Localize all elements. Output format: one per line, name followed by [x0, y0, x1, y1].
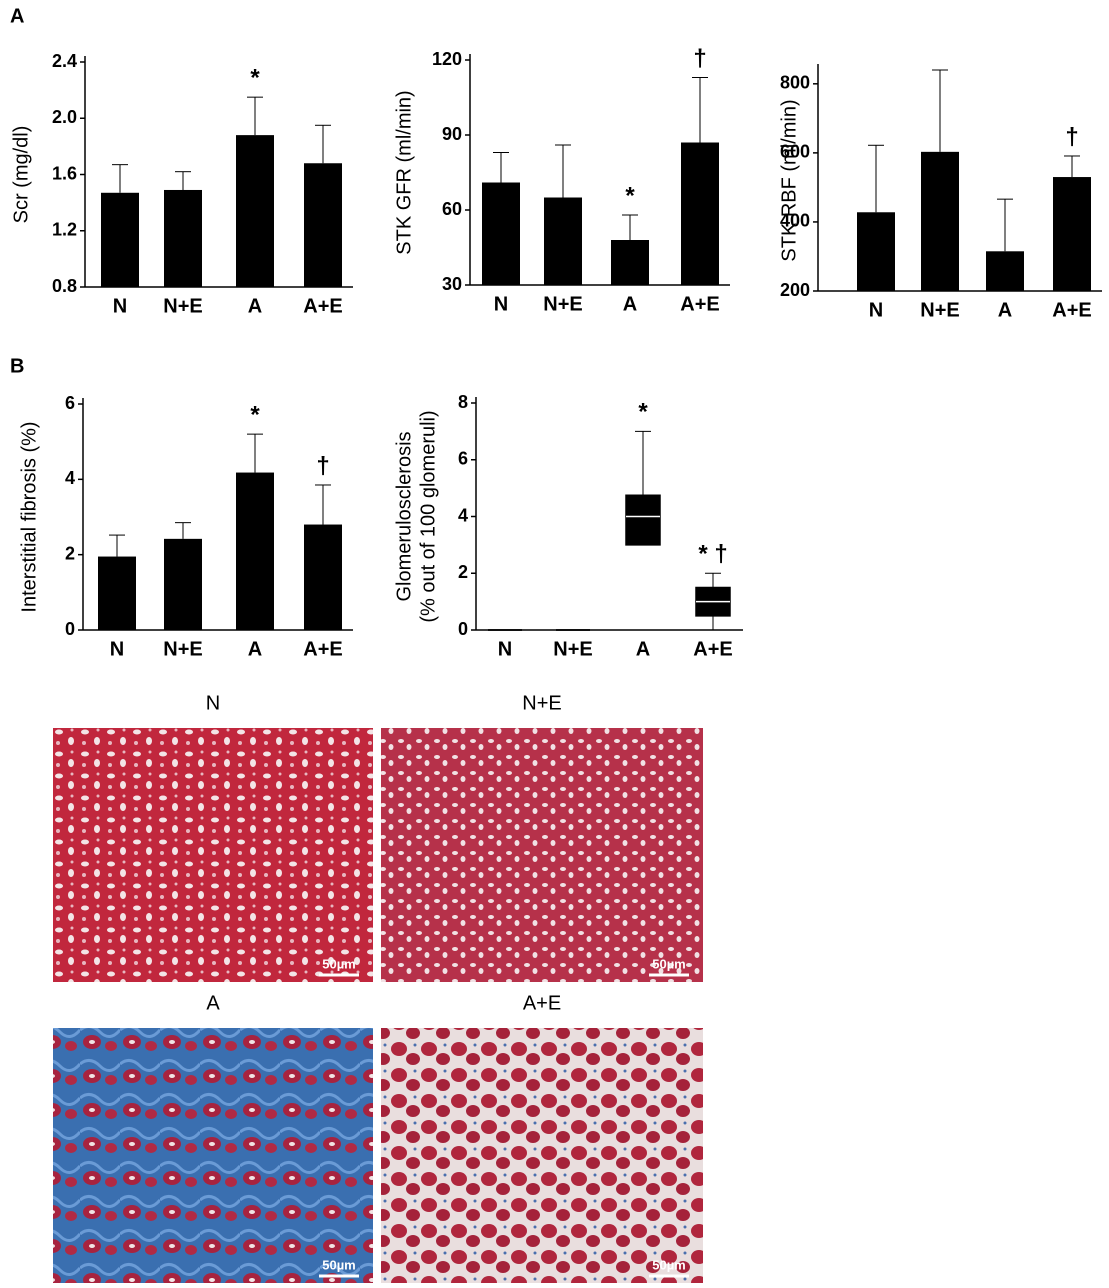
histology-images: N 50µm N+E 50µm A 50µm A+E 50µm [53, 692, 703, 1283]
bar [544, 197, 582, 285]
x-tick-label: A+E [680, 293, 719, 315]
annotation: † [316, 452, 329, 479]
y-tick-label: 30 [442, 274, 462, 294]
annotation: † [1065, 123, 1078, 150]
scale-label: 50µm [652, 1257, 686, 1272]
x-tick-label: A [623, 293, 637, 315]
y-tick-label: 0.8 [52, 276, 77, 296]
x-tick-label: N [113, 295, 127, 317]
y-tick-label: 2 [65, 543, 75, 563]
image-label: A [206, 992, 220, 1014]
x-tick-label: A+E [303, 638, 342, 660]
bar [1053, 177, 1091, 291]
y-tick-label: 60 [442, 199, 462, 219]
histology-image [53, 1028, 373, 1283]
annotation: * † [698, 541, 727, 568]
x-tick-label: A [248, 638, 262, 660]
y-tick-label: 2.0 [52, 107, 77, 127]
x-tick-label: N+E [553, 638, 592, 660]
x-tick-label: N+E [920, 299, 959, 321]
y-tick-label: 2.4 [52, 51, 77, 71]
bar [482, 182, 520, 285]
y-tick-label: 4 [65, 468, 75, 488]
x-tick-label: N [494, 293, 508, 315]
y-tick-label: 1.6 [52, 163, 77, 183]
y-tick-label: 400 [780, 211, 810, 231]
y-tick-label: 0 [65, 619, 75, 639]
y-tick-label: 120 [432, 49, 462, 69]
y-tick-label: 90 [442, 124, 462, 144]
panel-label: B [10, 355, 24, 377]
y-axis-label: STK GFR (ml/min) [393, 90, 415, 254]
y-tick-label: 6 [65, 393, 75, 413]
annotation: * [638, 399, 648, 426]
chart: 200 400 600 800 STK RBF (ml/min) N N+E A A+E † [778, 64, 1102, 321]
y-axis-label: (% out of 100 glomeruli) [417, 410, 439, 622]
y-tick-label: 2 [458, 562, 468, 582]
bar [236, 135, 274, 287]
bar [101, 192, 139, 287]
x-tick-label: A+E [693, 638, 732, 660]
x-tick-label: A+E [303, 295, 342, 317]
image-label: N+E [522, 692, 561, 714]
chart: 0 2 4 6 8 Glomerulosclerosis (% out of 100 glo… [393, 392, 743, 660]
panel-label: A [10, 5, 24, 27]
x-tick-label: A [998, 299, 1012, 321]
chart: 0.8 1.2 1.6 2.0 2.4 Scr (mg/dl) N N+E A A+E * [10, 51, 353, 317]
x-tick-label: A [248, 295, 262, 317]
y-axis-label: Interstitial fibrosis (%) [18, 421, 40, 612]
y-axis-label: Glomerulosclerosis [393, 431, 415, 601]
bar [164, 538, 202, 630]
histology-image [381, 1028, 703, 1283]
x-tick-label: N+E [163, 638, 202, 660]
annotation: † [693, 45, 706, 72]
y-tick-label: 600 [780, 142, 810, 162]
box [625, 494, 661, 546]
image-label: A+E [523, 992, 561, 1014]
scale-label: 50µm [322, 1257, 356, 1272]
scale-label: 50µm [652, 956, 686, 971]
annotation: * [250, 65, 260, 92]
bar [164, 189, 202, 287]
bar [921, 151, 959, 291]
y-tick-label: 800 [780, 73, 810, 93]
x-tick-label: A [636, 638, 650, 660]
y-tick-label: 1.2 [52, 220, 77, 240]
scale-label: 50µm [322, 956, 356, 971]
x-tick-label: N [498, 638, 512, 660]
y-tick-label: 0 [458, 619, 468, 639]
annotation: * [625, 182, 635, 209]
bar [681, 142, 719, 285]
x-tick-label: N+E [163, 295, 202, 317]
y-tick-label: 200 [780, 280, 810, 300]
y-axis-label: Scr (mg/dl) [10, 126, 32, 224]
bar [98, 556, 136, 630]
y-tick-label: 4 [458, 505, 468, 525]
annotation: * [250, 401, 260, 428]
y-axis-label: STK RBF (ml/min) [778, 99, 800, 261]
bar [304, 524, 342, 630]
bar [304, 163, 342, 287]
image-label: N [206, 692, 220, 714]
histology-image [53, 728, 373, 982]
chart: 30 60 90 120 STK GFR (ml/min) N N+E A A+E * † [393, 45, 730, 315]
chart: 0 2 4 6 Interstitial fibrosis (%) N N+E A A+E * † [18, 393, 353, 660]
y-tick-label: 6 [458, 449, 468, 469]
x-tick-label: N+E [543, 293, 582, 315]
histology-image [381, 728, 703, 982]
bar [236, 472, 274, 630]
bar [857, 212, 895, 291]
x-tick-label: N [869, 299, 883, 321]
y-tick-label: 8 [458, 392, 468, 412]
bar [986, 251, 1024, 291]
x-tick-label: A+E [1052, 299, 1091, 321]
bar [611, 240, 649, 285]
x-tick-label: N [110, 638, 124, 660]
